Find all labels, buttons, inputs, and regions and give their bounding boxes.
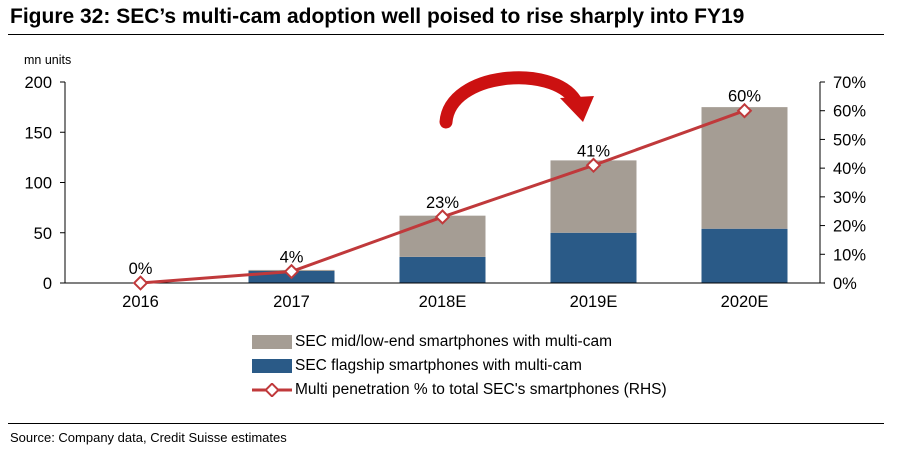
legend-item-penetration: Multi penetration % to total SEC's smart…: [252, 378, 667, 402]
right-tick-label: 30%: [833, 189, 866, 207]
right-tick-label: 50%: [833, 131, 866, 149]
x-tick-label: 2020E: [721, 293, 769, 311]
penetration-marker: [434, 209, 451, 225]
data-label: 4%: [280, 249, 304, 267]
legend-label-midlow: SEC mid/low-end smartphones with multi-c…: [295, 333, 612, 350]
chart-legend: SEC mid/low-end smartphones with multi-c…: [252, 330, 667, 402]
bar-flagship: [550, 232, 637, 283]
x-tick-label: 2017: [273, 293, 310, 311]
arrow-head-icon: [560, 96, 594, 122]
bar-midlow: [701, 107, 788, 229]
bottom-rule: [8, 423, 884, 424]
left-tick-label: 50: [34, 225, 52, 243]
right-tick-label: 70%: [833, 74, 866, 92]
combo-chart: 0 50 100 150 200 0% 10% 20% 30% 40% 50% 60% 70% mn un…: [24, 53, 866, 311]
data-label: 0%: [129, 260, 153, 278]
top-rule: [8, 34, 884, 35]
bar-flagship: [399, 256, 486, 283]
data-label: 60%: [728, 88, 761, 106]
right-tick-label: 60%: [833, 103, 866, 121]
legend-item-midlow: SEC mid/low-end smartphones with multi-c…: [252, 330, 667, 354]
x-tick-label: 2018E: [419, 293, 467, 311]
legend-label-flagship: SEC flagship smartphones with multi-cam: [295, 357, 582, 374]
legend-swatch-midlow: [252, 335, 292, 349]
penetration-marker: [132, 275, 149, 291]
data-label: 23%: [426, 194, 459, 212]
left-tick-label: 100: [24, 175, 52, 193]
penetration-marker: [283, 263, 300, 280]
legend-swatch-flagship: [252, 359, 292, 373]
data-label: 41%: [577, 142, 610, 160]
source-note: Source: Company data, Credit Suisse esti…: [10, 430, 287, 445]
right-tick-label: 10%: [833, 246, 866, 264]
left-tick-label: 150: [24, 124, 52, 142]
legend-label-penetration: Multi penetration % to total SEC's smart…: [295, 381, 667, 398]
right-tick-label: 20%: [833, 218, 866, 236]
y-axis-unit-label: mn units: [24, 53, 71, 67]
bar-flagship: [701, 228, 788, 283]
right-tick-label: 40%: [833, 160, 866, 178]
x-tick-label: 2019E: [570, 293, 618, 311]
left-tick-label: 0: [43, 275, 52, 293]
legend-line-penetration: [252, 383, 292, 397]
legend-item-flagship: SEC flagship smartphones with multi-cam: [252, 354, 667, 378]
penetration-marker: [585, 157, 602, 174]
penetration-marker: [736, 102, 753, 119]
left-tick-label: 200: [24, 74, 52, 92]
right-tick-label: 0%: [833, 275, 857, 293]
curved-arrow-icon: [439, 71, 582, 129]
x-tick-label: 2016: [122, 293, 159, 311]
figure-title: Figure 32: SEC’s multi-cam adoption well…: [10, 5, 745, 28]
